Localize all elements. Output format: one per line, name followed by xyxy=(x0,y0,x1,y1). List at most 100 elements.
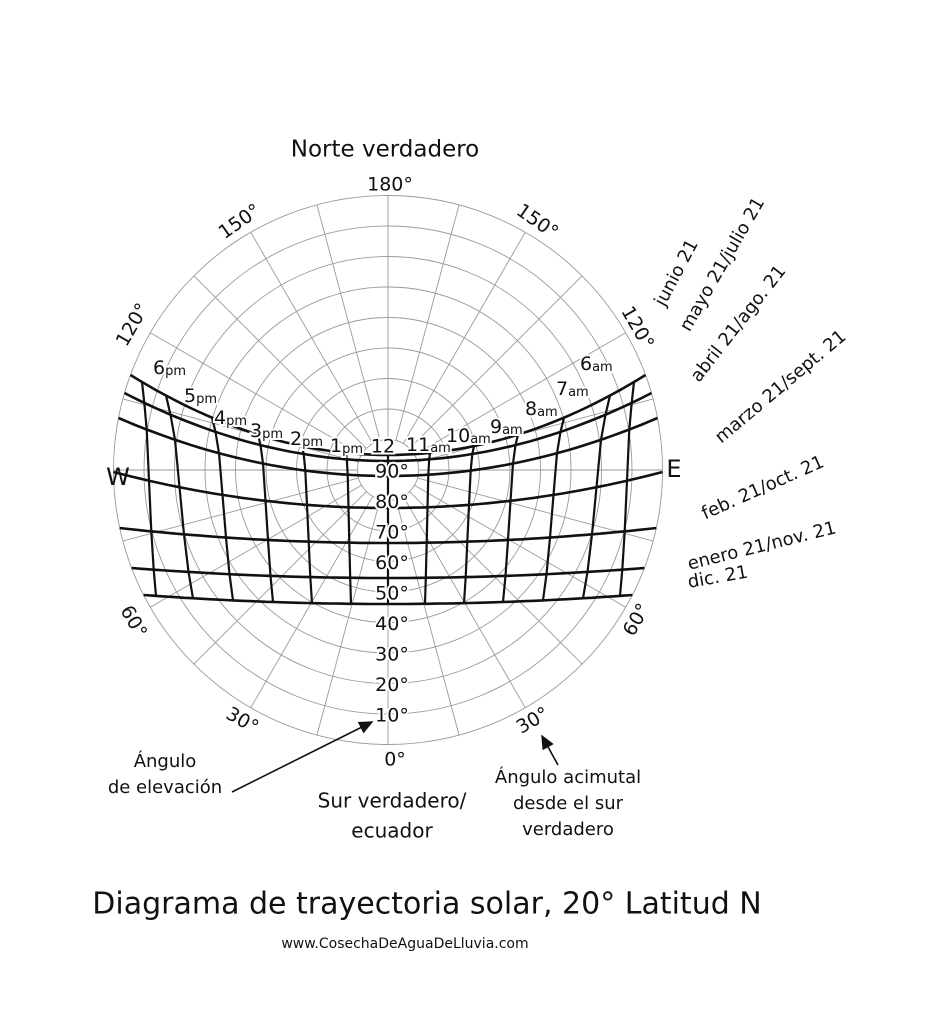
hour-line xyxy=(256,434,275,603)
hour-line xyxy=(501,434,520,603)
hour-line xyxy=(462,445,476,604)
azimuth-radial xyxy=(193,275,367,449)
hour-line xyxy=(541,417,566,601)
azimuth-radial xyxy=(417,398,654,463)
annotation-south-line2: ecuador xyxy=(351,819,433,843)
hour-line xyxy=(164,395,195,599)
hour-suffix: am xyxy=(568,385,589,400)
azimuth-radial xyxy=(395,204,460,441)
hour-label: 1pm xyxy=(330,435,363,457)
azimuth-radial xyxy=(150,332,362,456)
azimuth-label: 120° xyxy=(112,299,154,350)
hour-number: 6 xyxy=(153,357,165,379)
hour-line xyxy=(210,417,235,601)
date-label: feb. 21/oct. 21 xyxy=(699,451,828,524)
elevation-label: 90° xyxy=(375,461,409,483)
azimuth-label: 180° xyxy=(367,174,413,196)
annotation-elevation-line1: Ángulo xyxy=(134,750,197,772)
footer-url: www.CosechaDeAguaDeLluvia.com xyxy=(281,936,528,952)
elevation-label: 70° xyxy=(375,522,409,544)
hour-suffix: pm xyxy=(196,392,217,407)
labels: 180°150° 150°120° 120°60° 60°30° 30°0°90°80°… xyxy=(112,174,851,771)
hour-line xyxy=(423,452,432,604)
azimuth-label: 150° xyxy=(512,199,562,243)
azimuth-radial xyxy=(395,499,460,736)
azimuth-label: 60° xyxy=(619,600,655,640)
elevation-label: 20° xyxy=(375,674,409,696)
azimuth-radial xyxy=(409,275,583,449)
azimuth-label: 60° xyxy=(115,602,151,642)
hour-number: 7 xyxy=(556,378,568,400)
hour-label: 8am xyxy=(525,398,558,420)
hour-number: 11 xyxy=(406,434,430,456)
hour-suffix: am xyxy=(537,405,558,420)
azimuth-label: 30° xyxy=(222,703,262,739)
hour-suffix: am xyxy=(592,360,613,375)
hour-number: 9 xyxy=(490,416,502,438)
azimuth-radial xyxy=(316,499,381,736)
east-label: E xyxy=(666,455,681,483)
hour-label: 2pm xyxy=(290,428,323,450)
annotation-azimuth-line1: Ángulo acimutal xyxy=(495,766,641,788)
azimuth-radial xyxy=(316,204,381,441)
hour-label: 3pm xyxy=(250,420,283,442)
annotation-azimuth-line3: verdadero xyxy=(522,819,614,840)
hour-label: 5pm xyxy=(184,385,217,407)
azimuth-label: 150° xyxy=(215,199,265,243)
noon-label: 12 xyxy=(371,436,395,458)
hour-label: 9am xyxy=(490,416,523,438)
annotation-azimuth-line2: desde el sur xyxy=(513,793,624,814)
west-label: W xyxy=(106,463,130,491)
sun-paths xyxy=(113,373,663,606)
hour-number: 1 xyxy=(330,435,342,457)
hour-label: 6pm xyxy=(153,357,186,379)
hour-line xyxy=(618,381,636,596)
elevation-label: 50° xyxy=(375,583,409,605)
annotation-south-line1: Sur verdadero/ xyxy=(318,789,467,813)
elevation-label: 60° xyxy=(375,552,409,574)
hour-label: 6am xyxy=(580,353,613,375)
hour-number: 3 xyxy=(250,420,262,442)
hour-suffix: am xyxy=(430,441,451,456)
hour-label: 11am xyxy=(406,434,451,456)
hour-number: 8 xyxy=(525,398,537,420)
annotation-elevation-line2: de elevación xyxy=(108,777,222,798)
azimuth-radial xyxy=(250,232,374,444)
hour-suffix: am xyxy=(502,423,523,438)
hour-suffix: pm xyxy=(226,414,247,429)
elevation-label: 80° xyxy=(375,491,409,513)
hour-suffix: pm xyxy=(342,442,363,457)
elevation-label: 30° xyxy=(375,644,409,666)
azimuth-radial xyxy=(409,491,583,665)
elevation-arrow xyxy=(231,721,374,793)
hour-suffix: am xyxy=(470,432,491,447)
azimuth-label: 30° xyxy=(513,703,553,739)
azimuth-radial xyxy=(122,398,359,463)
hour-line xyxy=(581,395,612,599)
elevation-label: 40° xyxy=(375,613,409,635)
hour-number: 10 xyxy=(446,425,470,447)
azimuth-radial xyxy=(122,477,359,542)
azimuth-label: 0° xyxy=(384,749,406,771)
azimuth-radial xyxy=(417,477,654,542)
azimuth-radial xyxy=(402,232,526,444)
hour-number: 2 xyxy=(290,428,302,450)
date-label: enero 21/nov. 21 xyxy=(685,517,838,574)
azimuth-radial xyxy=(193,491,367,665)
north-label: Norte verdadero xyxy=(291,137,480,163)
hour-line xyxy=(344,452,353,604)
hour-label: 7am xyxy=(556,378,589,400)
azimuth-radial xyxy=(414,332,626,456)
elevation-label: 10° xyxy=(375,705,409,727)
hour-suffix: pm xyxy=(262,427,283,442)
footer-title: Diagrama de trayectoria solar, 20° Latit… xyxy=(92,887,761,922)
hour-suffix: pm xyxy=(302,435,323,450)
hour-suffix: pm xyxy=(165,364,186,379)
hour-label: 10am xyxy=(446,425,491,447)
hour-number: 6 xyxy=(580,353,592,375)
hour-line xyxy=(300,445,314,604)
hour-number: 4 xyxy=(214,407,226,429)
hour-label: 4pm xyxy=(214,407,247,429)
hour-line xyxy=(140,381,158,596)
azimuth-arrow xyxy=(541,734,559,766)
